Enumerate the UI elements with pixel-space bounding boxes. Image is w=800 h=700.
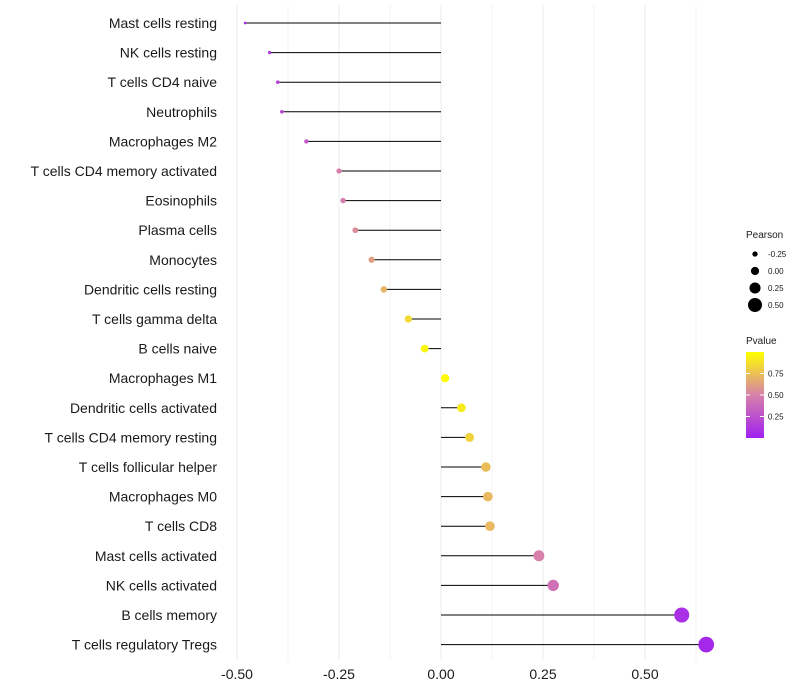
category-label: T cells CD8: [145, 518, 217, 534]
size-legend-key: [750, 266, 760, 276]
data-point: [698, 636, 715, 653]
category-label: T cells regulatory Tregs: [72, 637, 217, 653]
data-point: [420, 344, 429, 353]
data-point: [457, 403, 466, 413]
category-label: Neutrophils: [146, 104, 217, 120]
data-point: [404, 315, 412, 323]
data-point: [368, 256, 375, 263]
color-legend-title: Pvalue: [746, 336, 777, 347]
data-point: [674, 607, 690, 623]
data-point: [304, 139, 309, 144]
data-point: [352, 227, 359, 234]
category-label: Plasma cells: [138, 222, 217, 238]
category-label: T cells CD4 memory activated: [31, 163, 217, 179]
data-point: [533, 550, 545, 562]
data-point: [465, 432, 475, 442]
category-label: T cells gamma delta: [92, 311, 217, 327]
category-label: Mast cells resting: [109, 15, 217, 31]
category-label: T cells CD4 memory resting: [45, 429, 217, 445]
data-point: [280, 109, 284, 114]
size-legend-key: [749, 282, 761, 294]
category-label: Mast cells activated: [95, 548, 217, 564]
category-label: NK cells activated: [106, 577, 217, 593]
color-legend-items: 0.75 0.50 0.25: [746, 370, 784, 422]
data-point: [243, 21, 247, 25]
category-label: B cells memory: [121, 607, 217, 623]
data-point: [440, 374, 450, 383]
size-legend-title: Pearson: [746, 230, 783, 241]
category-labels: Mast cells resting NK cells resting T cell…: [31, 15, 218, 653]
data-point: [481, 462, 491, 472]
color-legend-bar: [746, 352, 764, 438]
x-tick-label: -0.25: [323, 666, 355, 682]
size-legend-label: 0.25: [768, 284, 784, 293]
color-legend-label: 0.50: [768, 391, 784, 400]
size-legend-label: 0.00: [768, 267, 784, 276]
data-point: [336, 168, 342, 174]
x-tick-label: 0.50: [631, 666, 658, 682]
data-point: [380, 286, 388, 293]
category-label: Dendritic cells resting: [84, 281, 217, 297]
color-legend-label: 0.25: [768, 413, 784, 422]
size-legend-key: [752, 251, 758, 257]
data-point: [483, 491, 493, 502]
size-legend-label: 0.50: [768, 301, 784, 310]
category-label: B cells naive: [138, 341, 217, 357]
data-point: [267, 50, 272, 55]
size-legend-label: -0.25: [768, 250, 787, 259]
category-label: Eosinophils: [145, 193, 217, 209]
data-point: [485, 521, 495, 531]
x-axis-ticks: -0.50 -0.25 0.00 0.25 0.50: [221, 666, 659, 682]
size-legend-items: -0.25 0.00 0.25 0.50: [748, 250, 787, 312]
color-legend-label: 0.75: [768, 370, 784, 379]
x-tick-label: 0.25: [529, 666, 556, 682]
data-point: [340, 197, 346, 204]
category-label: Monocytes: [149, 252, 217, 268]
category-label: T cells CD4 naive: [108, 74, 218, 90]
category-label: Macrophages M1: [109, 370, 217, 386]
category-label: Dendritic cells activated: [70, 400, 217, 416]
data-point: [547, 579, 559, 592]
stems-layer: [245, 22, 707, 646]
points-layer: [243, 21, 715, 653]
size-legend-key: [748, 298, 762, 312]
grid-layer: [236, 5, 697, 660]
category-label: Macrophages M2: [109, 133, 217, 149]
x-tick-label: -0.50: [221, 666, 253, 682]
x-tick-label: 0.00: [427, 666, 454, 682]
category-label: T cells follicular helper: [79, 459, 218, 475]
category-label: NK cells resting: [120, 45, 217, 61]
category-label: Macrophages M0: [109, 489, 217, 505]
data-point: [276, 80, 280, 84]
color-legend: Pvalue 0.75 0.50 0.25: [746, 336, 784, 438]
size-legend: Pearson -0.25 0.00 0.25 0.50: [746, 230, 787, 312]
